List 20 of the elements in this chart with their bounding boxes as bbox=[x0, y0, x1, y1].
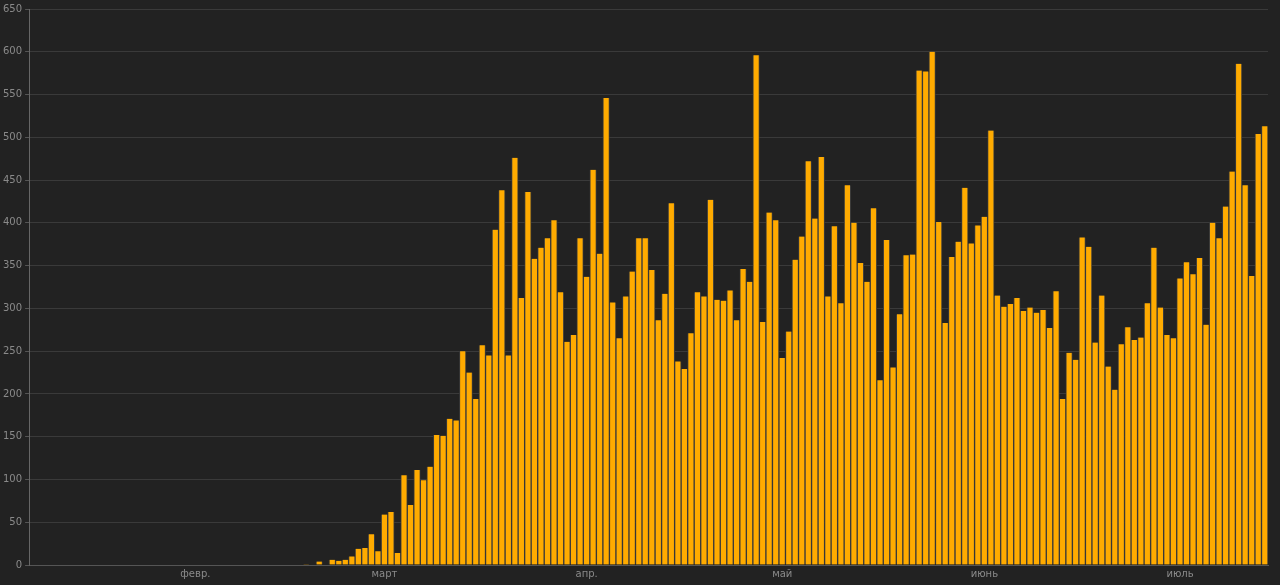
x-tick-label: март bbox=[371, 567, 398, 579]
y-tick-label: 50 bbox=[9, 515, 23, 527]
x-tick-label: апр. bbox=[575, 567, 598, 579]
y-tick-label: 250 bbox=[2, 344, 23, 356]
y-tick-label: 650 bbox=[2, 2, 23, 14]
x-tick-label: май bbox=[772, 567, 793, 579]
y-tick-label: 500 bbox=[2, 130, 23, 142]
y-tick-label: 300 bbox=[2, 301, 23, 313]
y-tick-label: 350 bbox=[2, 259, 23, 271]
x-tick-label: июль bbox=[1166, 567, 1194, 579]
x-tick-label: февр. bbox=[180, 567, 211, 579]
y-tick-label: 150 bbox=[2, 430, 23, 442]
y-tick-label: 100 bbox=[2, 473, 23, 485]
y-tick-label: 550 bbox=[2, 88, 23, 100]
y-tick-label: 0 bbox=[15, 558, 23, 570]
y-tick-label: 200 bbox=[2, 387, 23, 399]
y-tick-label: 450 bbox=[2, 173, 23, 185]
y-tick-label: 600 bbox=[2, 45, 23, 57]
x-tick-label: июнь bbox=[970, 567, 999, 579]
y-tick-label: 400 bbox=[2, 216, 23, 228]
